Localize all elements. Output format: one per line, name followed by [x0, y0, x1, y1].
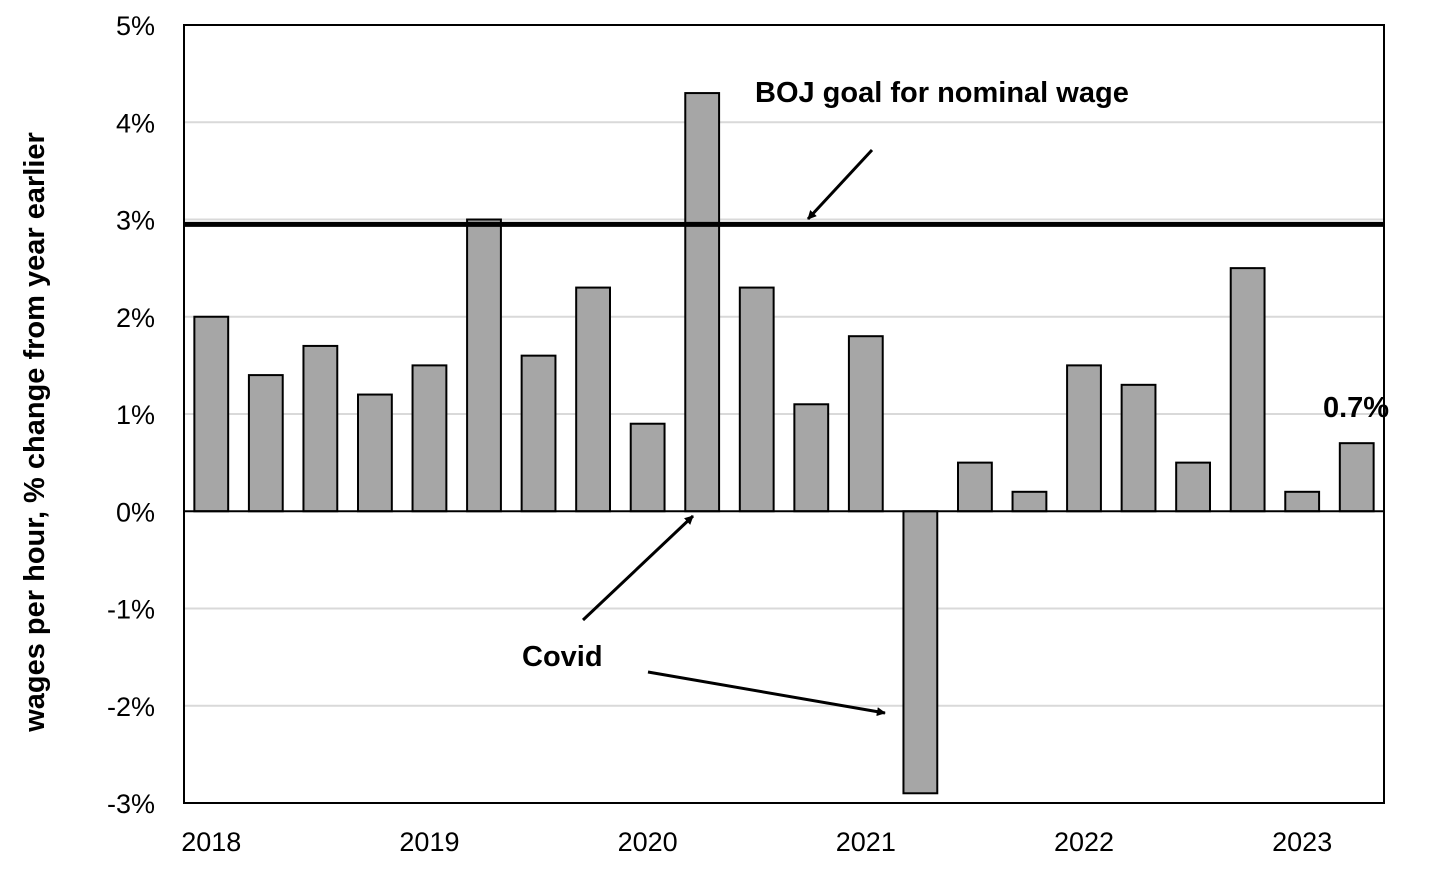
x-tick-label: 2022 [1054, 827, 1114, 857]
bar [847, 335, 884, 513]
y-tick-label: 5% [116, 11, 155, 41]
goal-annotation: BOJ goal for nominal wage [755, 77, 1129, 109]
reference-lines [184, 221, 1384, 513]
x-tick-label: 2020 [618, 827, 678, 857]
y-tick-label: 4% [116, 108, 155, 138]
y-tick-label: -1% [107, 595, 155, 625]
y-tick-label: 2% [116, 303, 155, 333]
covid-annotation: Covid [522, 641, 603, 673]
bar [357, 393, 393, 513]
y-tick-labels: 5% 4% 3% 2% 1% 0% -1% -2% -3% [107, 11, 155, 819]
covid-arrow-up [581, 514, 695, 622]
bar [466, 218, 502, 513]
bars [193, 92, 1375, 795]
x-tick-labels: 2018 2019 2020 2021 2022 2023 [181, 827, 1332, 857]
bar [520, 354, 557, 513]
bar [302, 344, 339, 513]
bar [629, 422, 666, 513]
x-tick-label: 2021 [836, 827, 896, 857]
y-tick-label: 3% [116, 206, 155, 236]
bar [1175, 461, 1211, 513]
bar [1120, 383, 1157, 513]
y-tick-label: -2% [107, 692, 155, 722]
covid-arrow-down [647, 670, 886, 717]
bar [1011, 490, 1048, 513]
goal-arrow [806, 148, 874, 221]
y-tick-label: -3% [107, 789, 155, 819]
bar [793, 403, 830, 513]
bar [684, 92, 721, 513]
x-tick-label: 2019 [399, 827, 459, 857]
y-axis-title: wages per hour, % change from year earli… [19, 132, 51, 733]
bar [957, 461, 993, 513]
bar [575, 286, 612, 513]
x-tick-label: 2018 [181, 827, 241, 857]
bar [1284, 490, 1321, 513]
bar [738, 286, 775, 513]
plot-frame [183, 24, 1385, 804]
bar [193, 315, 230, 513]
bar [247, 374, 284, 513]
bar [902, 510, 939, 795]
last-value-label: 0.7% [1323, 392, 1389, 424]
bar [411, 364, 448, 513]
y-tick-label: 0% [116, 497, 155, 527]
bar [1338, 442, 1375, 513]
y-tick-label: 1% [116, 400, 155, 430]
bar [1229, 267, 1266, 513]
bar [1066, 364, 1102, 513]
x-tick-label: 2023 [1272, 827, 1332, 857]
